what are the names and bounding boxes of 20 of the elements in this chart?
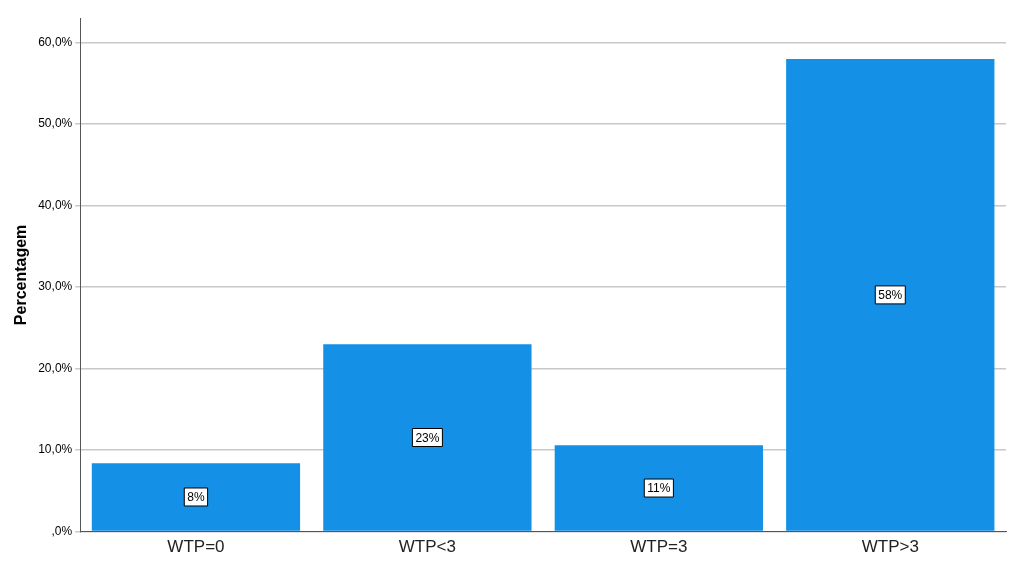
bar [554, 445, 763, 531]
y-tick-label: 10,0% [38, 442, 73, 457]
y-tick-label: ,0% [51, 523, 73, 538]
y-axis-title: Percentagem [12, 224, 30, 326]
data-label: 58% [878, 288, 903, 303]
x-tick-label: WTP<3 [398, 537, 456, 557]
bar [323, 344, 532, 531]
bar [786, 58, 995, 531]
data-label: 23% [415, 430, 440, 445]
y-tick-label: 20,0% [38, 360, 73, 375]
x-tick-label: WTP>3 [861, 537, 919, 557]
y-tick-label: 60,0% [38, 34, 73, 49]
y-tick-label: 30,0% [38, 279, 73, 294]
bar [91, 463, 301, 531]
y-tick-label: 50,0% [38, 116, 73, 131]
y-tick-label: 40,0% [38, 197, 73, 212]
data-label: 8% [187, 490, 205, 505]
data-label: 11% [647, 481, 671, 496]
x-tick-label: WTP=3 [630, 537, 688, 557]
x-tick-label: WTP=0 [167, 537, 225, 557]
